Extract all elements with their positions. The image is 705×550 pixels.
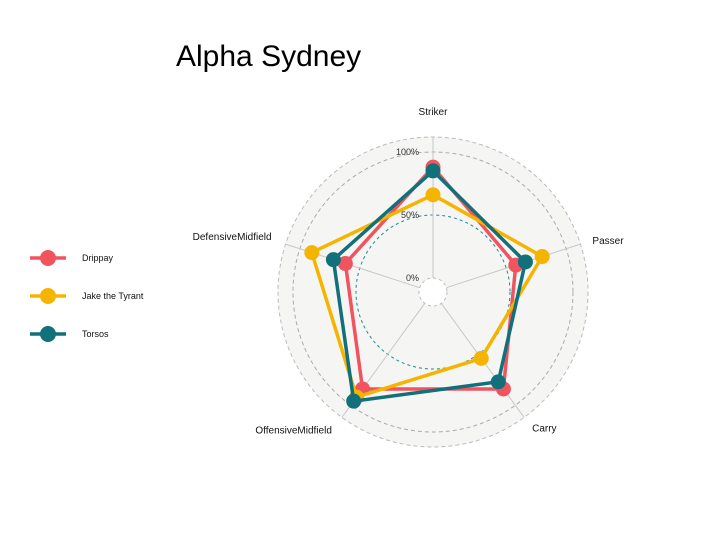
radar-series: [304, 159, 550, 409]
series-point-torsos-defensivemidfield: [325, 252, 341, 268]
axis-label-carry: Carry: [532, 423, 556, 434]
series-point-drippay-defensivemidfield: [337, 256, 353, 272]
series-line-jake-the-tyrant: [310, 193, 544, 399]
grid-label-2: 100%: [396, 147, 419, 157]
series-point-jake-the-tyrant-striker: [425, 187, 441, 203]
axis-label-offensivemidfield: OffensiveMidfield: [255, 425, 332, 436]
series-point-torsos-passer: [517, 254, 533, 270]
axis-label-striker: Striker: [419, 107, 449, 118]
axis-label-passer: Passer: [592, 236, 624, 247]
grid-label-1: 50%: [401, 210, 419, 220]
grid-label-0: 0%: [406, 273, 419, 283]
legend-marker-jake-the-tyrant: [40, 288, 56, 304]
chart-legend: Drippay Jake the Tyrant Torsos: [30, 250, 144, 342]
series-point-torsos-carry: [490, 374, 506, 390]
series-point-torsos-striker: [425, 163, 441, 179]
legend-label-jake-the-tyrant: Jake the Tyrant: [82, 291, 144, 301]
series-point-torsos-offensivemidfield: [346, 393, 362, 409]
series-point-jake-the-tyrant-passer: [534, 249, 550, 265]
legend-marker-torsos: [40, 326, 56, 342]
radar-center-hole: [418, 277, 448, 307]
chart-title: Alpha Sydney: [176, 40, 362, 73]
legend-marker-drippay: [40, 250, 56, 266]
legend-label-torsos: Torsos: [82, 329, 109, 339]
series-line-torsos: [331, 169, 528, 403]
series-point-jake-the-tyrant-defensivemidfield: [304, 245, 320, 261]
radar-labels: 0% 50% 100% Striker Passer Carry OffensiveMidf…: [193, 107, 625, 436]
axis-label-defensivemidfield: DefensiveMidfield: [193, 232, 272, 243]
series-point-jake-the-tyrant-carry: [473, 350, 489, 366]
legend-label-drippay: Drippay: [82, 253, 114, 263]
